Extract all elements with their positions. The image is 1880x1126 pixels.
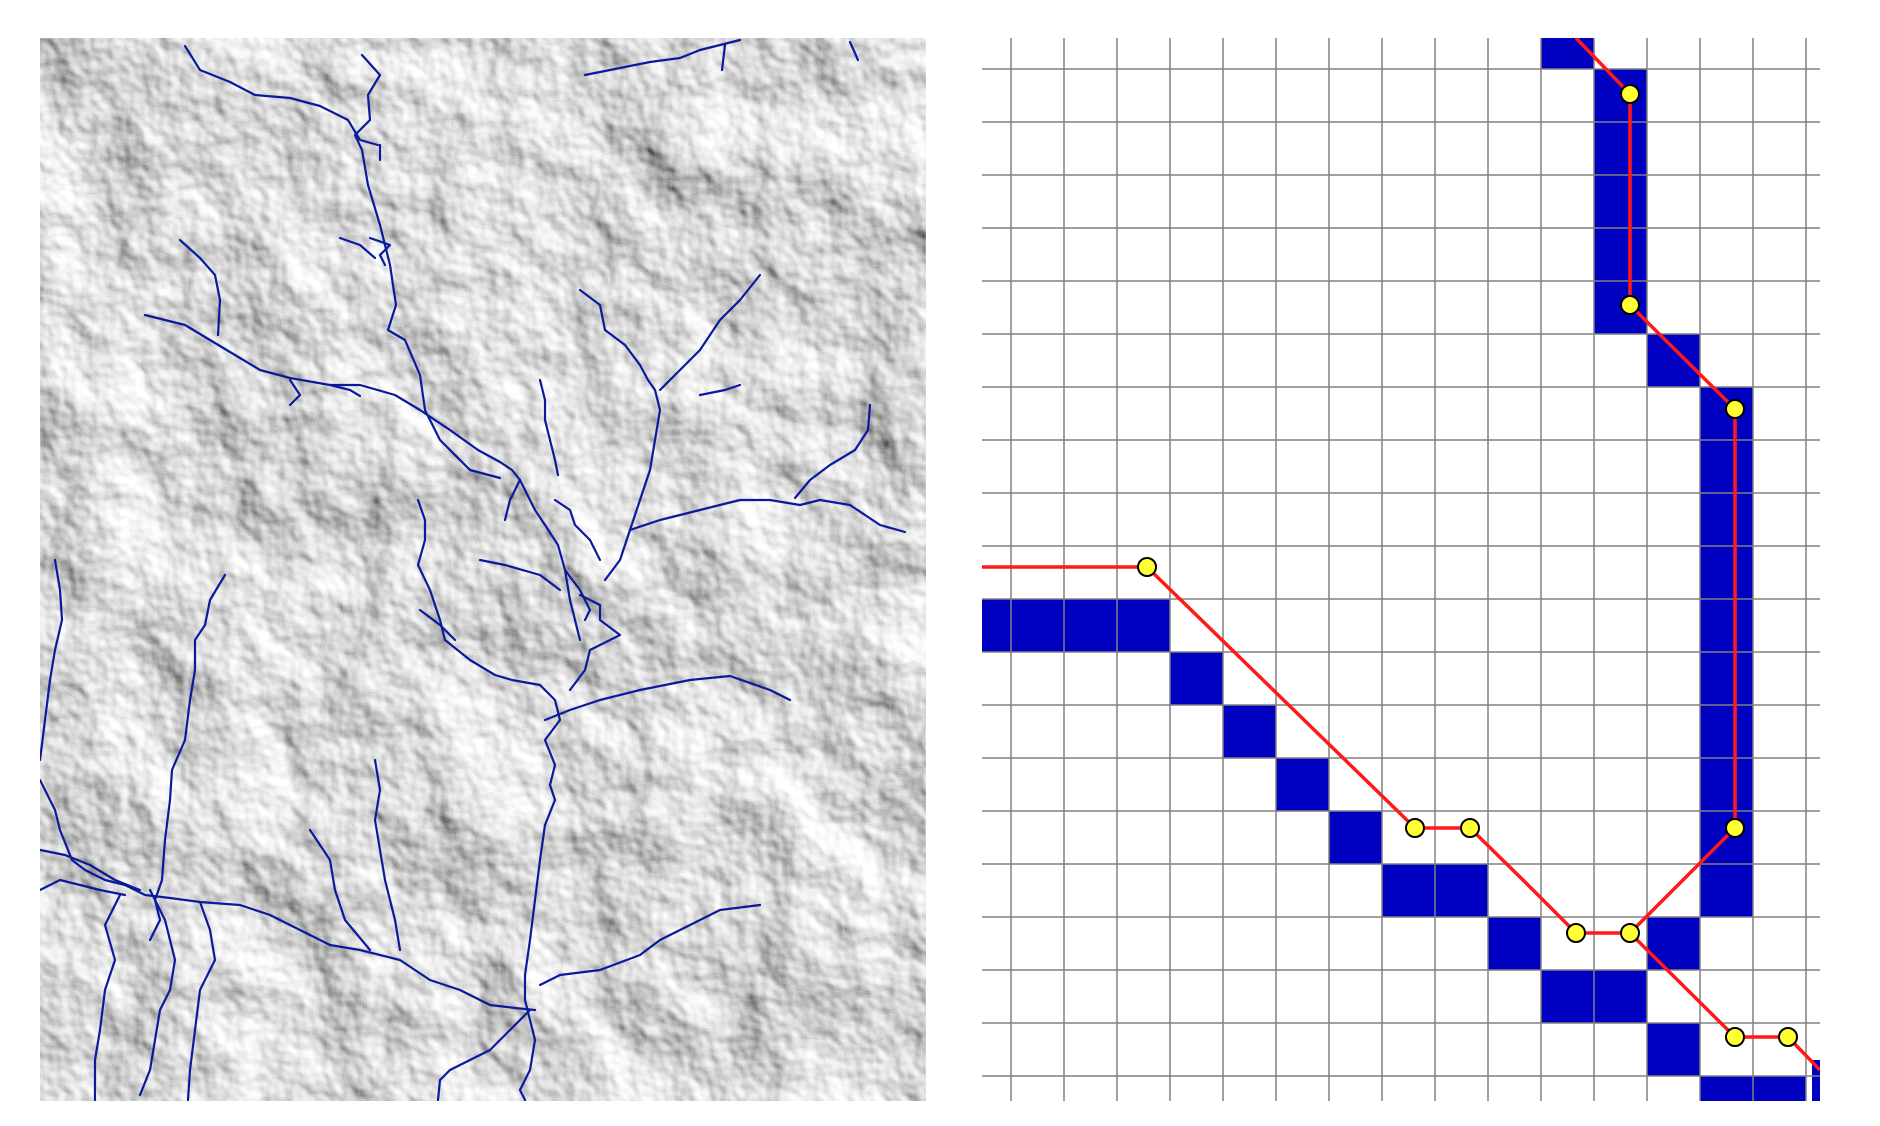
stream-segment (503, 478, 522, 522)
raster-cell (1594, 122, 1647, 175)
stream-segment (93, 893, 122, 1101)
stream-segment (288, 378, 302, 407)
stream-segment (143, 313, 582, 642)
raster-cell (1223, 705, 1276, 758)
stream-vertex (1566, 923, 1586, 943)
stream-vertex (1620, 84, 1640, 104)
stream-vertex (1460, 818, 1480, 838)
stream-segment (378, 223, 502, 480)
stream-segment (538, 378, 560, 477)
stream-vertex (1137, 557, 1157, 577)
raster-cell (1541, 970, 1594, 1023)
vector-polyline (982, 38, 1737, 935)
stream-segment (543, 674, 792, 722)
stream-vertex (1620, 295, 1640, 315)
raster-cell (1647, 1023, 1700, 1076)
raster-cell (1700, 440, 1753, 493)
raster-cell (1594, 228, 1647, 281)
raster-cell (1117, 599, 1170, 652)
stream-segment (40, 878, 127, 897)
stream-segment (563, 568, 592, 622)
raster-cell (1700, 1076, 1753, 1101)
raster-cell (1329, 811, 1382, 864)
stream-segment (553, 498, 602, 562)
raster-cell (1011, 599, 1064, 652)
raster-cell (1700, 705, 1753, 758)
stream-segment (418, 608, 457, 642)
stream-segment (658, 273, 762, 392)
stream-vertex (1725, 399, 1745, 419)
raster-cell (1541, 38, 1594, 69)
raster-grid-panel (982, 38, 1820, 1101)
stream-segment (628, 498, 907, 534)
raster-cell (1170, 652, 1223, 705)
vector-polyline (1628, 931, 1820, 1072)
grid-lines (982, 38, 1820, 1101)
raster-cell (1064, 599, 1117, 652)
stream-network (40, 38, 907, 1101)
stream-segment (353, 53, 382, 227)
stream-segment (138, 888, 177, 1097)
raster-cell (1594, 175, 1647, 228)
stream-segment (40, 778, 537, 1012)
stream-segment (848, 40, 860, 62)
raster-cell (1700, 546, 1753, 599)
stream-vector-line (982, 38, 1820, 1072)
raster-cell (1594, 970, 1647, 1023)
stream-segment (698, 38, 742, 52)
raster-cell (1812, 1060, 1820, 1101)
raster-cell (1700, 652, 1753, 705)
stream-segment (478, 558, 562, 592)
stream-segment (186, 900, 217, 1101)
stream-segment (338, 236, 377, 260)
stream-segment (698, 383, 742, 397)
raster-cell (1647, 917, 1700, 970)
stream-segment (436, 1008, 532, 1101)
stream-segment (40, 848, 142, 892)
stream-segment (583, 48, 702, 77)
raster-cell (1753, 1076, 1806, 1101)
raster-cell (1276, 758, 1329, 811)
stream-raster-cells (982, 38, 1820, 1101)
stream-segment (568, 593, 622, 692)
hillshade-panel (40, 38, 926, 1101)
stream-segment (328, 383, 362, 398)
stream-vertices (1137, 84, 1798, 1047)
raster-cell (1435, 864, 1488, 917)
hillshade-relief (40, 38, 926, 1101)
stream-segment (308, 828, 372, 952)
stream-segment (416, 498, 562, 1101)
stream-vertex (1725, 1027, 1745, 1047)
raster-cell (1382, 864, 1435, 917)
stream-vertex (1405, 818, 1425, 838)
stream-segment (578, 288, 662, 582)
stream-segment (720, 43, 727, 72)
stream-vertex (1620, 923, 1640, 943)
raster-cell (1647, 334, 1700, 387)
stream-segment (373, 758, 402, 952)
stream-vertex (1778, 1027, 1798, 1047)
raster-cell (1700, 864, 1753, 917)
raster-cell (1700, 599, 1753, 652)
raster-cell (982, 599, 1011, 652)
raster-cell (1700, 758, 1753, 811)
stream-segment (178, 238, 222, 337)
stream-vertex (1725, 818, 1745, 838)
stream-segment (793, 403, 872, 500)
stream-segment (368, 236, 392, 267)
stream-segment (538, 903, 762, 987)
raster-cell (1488, 917, 1541, 970)
raster-cell (1700, 493, 1753, 546)
stream-segment (40, 558, 64, 762)
